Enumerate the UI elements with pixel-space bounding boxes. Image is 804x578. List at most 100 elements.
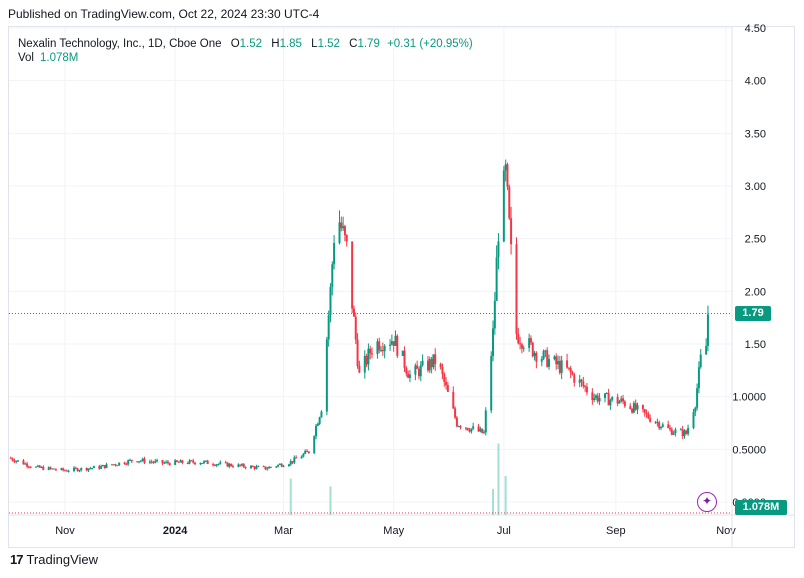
candle-body bbox=[118, 462, 121, 466]
candle-body bbox=[401, 350, 404, 356]
candle-body bbox=[609, 399, 612, 406]
candle-body bbox=[307, 451, 310, 453]
y-tick-label: 3.50 bbox=[745, 128, 766, 140]
candle-body bbox=[553, 356, 556, 360]
open-label: O bbox=[230, 38, 240, 50]
candle-body bbox=[515, 244, 518, 335]
candle-body bbox=[670, 429, 673, 435]
candle-body bbox=[667, 424, 670, 428]
candle-body bbox=[352, 308, 355, 317]
candle-body bbox=[542, 351, 545, 360]
candle-body bbox=[593, 397, 596, 401]
candle-body bbox=[685, 430, 688, 434]
candle-body bbox=[161, 460, 164, 464]
candle-body bbox=[481, 428, 484, 433]
candle-body bbox=[681, 429, 684, 437]
candle-body bbox=[492, 328, 495, 357]
candle-body bbox=[26, 463, 29, 467]
candle-body bbox=[65, 470, 68, 472]
candle-body bbox=[427, 360, 430, 371]
candle-body bbox=[295, 457, 298, 459]
candle-body bbox=[125, 463, 128, 465]
candle-body bbox=[464, 427, 467, 429]
candle-body bbox=[230, 463, 233, 467]
candle-body bbox=[493, 300, 496, 329]
candle-body bbox=[378, 341, 381, 351]
candle-body bbox=[219, 462, 222, 464]
candle-body bbox=[620, 398, 623, 402]
candle-body bbox=[656, 422, 659, 424]
candle-body bbox=[192, 460, 195, 463]
candle-body bbox=[407, 373, 410, 378]
y-tick-label: 4.00 bbox=[745, 76, 766, 88]
candle-body bbox=[611, 396, 614, 400]
candle-body bbox=[213, 465, 216, 467]
x-tick-label: Nov bbox=[716, 525, 736, 537]
candle-body bbox=[510, 218, 513, 245]
candle-body bbox=[91, 468, 94, 470]
candle-body bbox=[11, 458, 14, 461]
tradingview-logo-icon: 17 bbox=[10, 552, 24, 567]
candle-body bbox=[253, 466, 256, 469]
candle-body bbox=[371, 353, 374, 355]
sparkle-icon[interactable]: ✦ bbox=[697, 492, 717, 512]
candle-body bbox=[394, 335, 397, 346]
candle-body bbox=[696, 388, 699, 408]
candle-body bbox=[29, 466, 32, 468]
candle-body bbox=[103, 465, 106, 468]
candle-body bbox=[206, 460, 209, 465]
last-price-badge: 1.79 bbox=[735, 306, 771, 321]
candle-body bbox=[358, 365, 361, 373]
candle-body bbox=[408, 374, 411, 378]
candle-body bbox=[441, 367, 444, 374]
candle-body bbox=[201, 462, 204, 464]
candle-body bbox=[457, 426, 460, 428]
candle-body bbox=[531, 342, 534, 357]
candle-body bbox=[74, 467, 77, 469]
candle-body bbox=[634, 403, 637, 410]
candle-body bbox=[495, 257, 498, 301]
candle-body bbox=[242, 464, 245, 468]
candle-body bbox=[631, 408, 634, 413]
candle-body bbox=[367, 348, 370, 365]
footer-branding[interactable]: 17 TradingView bbox=[10, 552, 98, 567]
candle-body bbox=[405, 367, 408, 374]
candle-body bbox=[143, 458, 146, 463]
candle-body bbox=[455, 417, 458, 427]
candle-body bbox=[428, 359, 431, 371]
candle-body bbox=[27, 466, 30, 468]
candle-body bbox=[540, 359, 543, 362]
high-label: H bbox=[271, 38, 280, 50]
candle-body bbox=[479, 428, 482, 432]
candle-body bbox=[329, 286, 332, 316]
candle-body bbox=[156, 460, 159, 462]
candle-body bbox=[468, 430, 471, 432]
candle-body bbox=[278, 463, 281, 465]
candle-body bbox=[136, 461, 139, 463]
candle-body bbox=[672, 433, 675, 435]
candle-body bbox=[53, 468, 56, 470]
candle-body bbox=[661, 424, 664, 427]
candle-body bbox=[269, 466, 272, 468]
candle-body bbox=[203, 461, 206, 463]
y-tick-label: 3.00 bbox=[745, 181, 766, 193]
candle-body bbox=[470, 428, 473, 432]
candle-body bbox=[445, 381, 448, 386]
candle-body bbox=[92, 466, 95, 469]
candle-body bbox=[343, 226, 346, 236]
candle-body bbox=[302, 453, 305, 457]
candle-body bbox=[616, 396, 619, 404]
candle-body bbox=[138, 461, 141, 463]
candle-body bbox=[508, 186, 511, 219]
candle-body bbox=[36, 465, 39, 467]
candle-body bbox=[40, 466, 43, 468]
candle-body bbox=[533, 352, 536, 357]
candle-body bbox=[224, 462, 227, 464]
candle-body bbox=[596, 395, 599, 402]
candle-body bbox=[497, 241, 500, 258]
close-label: C bbox=[349, 38, 358, 50]
candle-body bbox=[546, 350, 549, 367]
candle-body bbox=[573, 374, 576, 383]
y-tick-label: 0.5000 bbox=[732, 444, 766, 456]
